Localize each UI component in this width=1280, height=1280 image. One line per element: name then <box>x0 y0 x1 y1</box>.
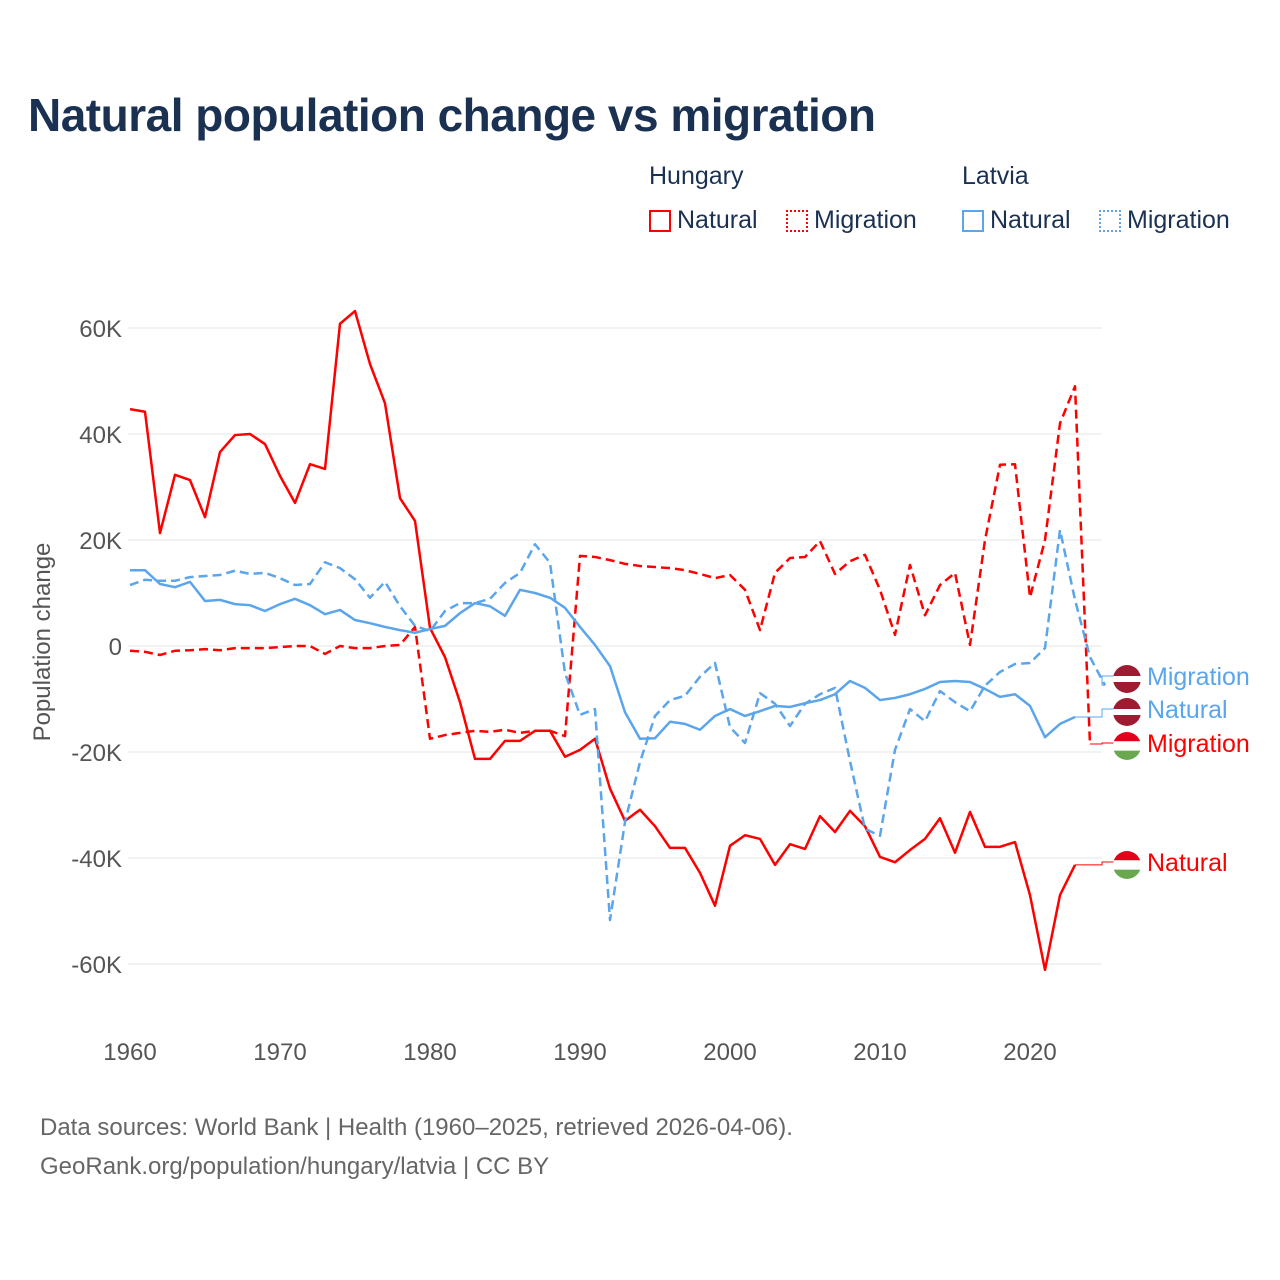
y-axis-label: Population change <box>29 543 56 742</box>
flag-stripe <box>1113 665 1141 676</box>
series-line-hungary-migration <box>129 385 1092 745</box>
x-tick-label: 1960 <box>103 1039 156 1066</box>
legend-label: Migration <box>1127 206 1230 234</box>
solid-swatch-icon <box>962 209 984 232</box>
end-label-hungary-migration: Migration <box>1147 730 1250 758</box>
flag-stripe <box>1113 732 1141 742</box>
end-label-connector <box>1075 708 1114 718</box>
y-tick-label: 40K <box>79 422 122 449</box>
flag-stripe <box>1113 682 1141 693</box>
flag-stripe <box>1113 860 1141 870</box>
source-note: Data sources: World Bank | Health (1960–… <box>40 1108 793 1186</box>
y-tick-label: 60K <box>79 316 122 343</box>
legend-hungary-natural[interactable]: Natural <box>649 206 758 235</box>
dotted-swatch-icon <box>786 209 808 232</box>
legend-label: Natural <box>677 206 758 234</box>
flag-stripe <box>1113 676 1141 682</box>
x-tick-label: 2020 <box>1003 1039 1056 1066</box>
y-tick-label: 0 <box>109 634 122 661</box>
end-label-latvia-natural: Natural <box>1147 696 1228 724</box>
legend-label: Natural <box>990 206 1071 234</box>
legend-latvia-migration[interactable]: Migration <box>1099 206 1230 235</box>
legend-latvia-natural[interactable]: Natural <box>962 206 1071 235</box>
flag-stripe <box>1113 851 1141 861</box>
y-tick-label: -20K <box>71 740 122 767</box>
x-tick-label: 2000 <box>703 1039 756 1066</box>
legend-group-latvia: Latvia <box>962 162 1029 190</box>
y-tick-label: 20K <box>79 528 122 555</box>
end-label-connector <box>1101 675 1114 686</box>
source-line-1: Data sources: World Bank | Health (1960–… <box>40 1114 793 1141</box>
latvia-flag-icon <box>1113 698 1141 726</box>
latvia-flag-icon <box>1113 665 1141 693</box>
x-tick-label: 1970 <box>253 1039 306 1066</box>
flag-stripe <box>1113 715 1141 726</box>
chart-title: Natural population change vs migration <box>28 89 876 141</box>
flag-stripe <box>1113 750 1141 760</box>
end-label-connector <box>1075 861 1114 866</box>
legend-label: Migration <box>814 206 917 234</box>
series-line-latvia-natural <box>130 568 1076 740</box>
x-tick-label: 1980 <box>403 1039 456 1066</box>
y-tick-label: -40K <box>71 846 122 873</box>
flag-stripe <box>1113 709 1141 715</box>
end-label-latvia-migration: Migration <box>1147 663 1250 691</box>
legend-hungary-migration[interactable]: Migration <box>786 206 917 235</box>
end-label-hungary-natural: Natural <box>1147 849 1228 877</box>
flag-stripe <box>1113 741 1141 751</box>
flag-stripe <box>1113 698 1141 709</box>
legend-group-hungary: Hungary <box>649 162 744 190</box>
solid-swatch-icon <box>649 209 671 232</box>
series-line-latvia-migration <box>129 528 1107 922</box>
source-line-2[interactable]: GeoRank.org/population/hungary/latvia | … <box>40 1153 550 1180</box>
end-label-connector <box>1090 742 1114 745</box>
flag-stripe <box>1113 869 1141 879</box>
series-line-hungary-natural <box>129 309 1077 972</box>
y-tick-label: -60K <box>71 952 122 979</box>
dotted-swatch-icon <box>1099 209 1121 232</box>
x-tick-label: 2010 <box>853 1039 906 1066</box>
hungary-flag-icon <box>1113 851 1141 879</box>
hungary-flag-icon <box>1113 732 1141 760</box>
x-tick-label: 1990 <box>553 1039 606 1066</box>
